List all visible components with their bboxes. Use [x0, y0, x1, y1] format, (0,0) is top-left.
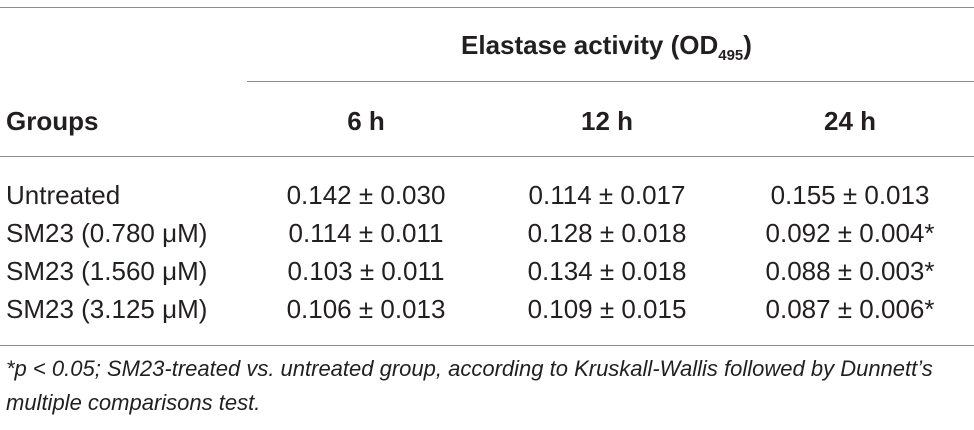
- row-group: SM23 (3.125 μM): [6, 294, 208, 324]
- header-rule: [0, 156, 974, 157]
- col-header-6h: 6 h: [347, 106, 385, 136]
- cell-value: 0.142 ± 0.030: [286, 180, 446, 210]
- cell-value: 0.103 ± 0.011: [287, 256, 445, 286]
- col-header-24h: 24 h: [823, 106, 877, 136]
- spanner-rule: [247, 81, 974, 82]
- table-footnote: *p < 0.05; SM23-treated vs. untreated gr…: [6, 356, 933, 415]
- cell-value: 0.106 ± 0.013: [286, 294, 446, 324]
- cell-value: 0.088 ± 0.003*: [765, 256, 935, 286]
- cell-value: 0.114 ± 0.017: [528, 180, 686, 210]
- cell-value: 0.109 ± 0.015: [527, 294, 687, 324]
- top-rule: [0, 7, 974, 8]
- groups-header: Groups: [6, 106, 99, 136]
- col-header-12h: 12 h: [580, 106, 634, 136]
- row-group: Untreated: [6, 180, 121, 210]
- cell-value: 0.155 ± 0.013: [770, 180, 930, 210]
- cell-value: 0.087 ± 0.006*: [765, 294, 935, 324]
- spanner-text: Elastase activity (OD: [461, 30, 719, 60]
- cell-value: 0.128 ± 0.018: [527, 218, 687, 248]
- bottom-rule: [0, 345, 974, 346]
- cell-value: 0.092 ± 0.004*: [765, 218, 935, 248]
- cell-value: 0.114 ± 0.011: [288, 218, 444, 248]
- spanner-close: ): [743, 30, 752, 60]
- cell-value: 0.134 ± 0.018: [527, 256, 687, 286]
- row-group: SM23 (1.560 μM): [6, 256, 208, 286]
- spanner-header: Elastase activity (OD495): [461, 30, 752, 63]
- spanner-subscript: 495: [718, 47, 744, 64]
- row-group: SM23 (0.780 μM): [6, 218, 208, 248]
